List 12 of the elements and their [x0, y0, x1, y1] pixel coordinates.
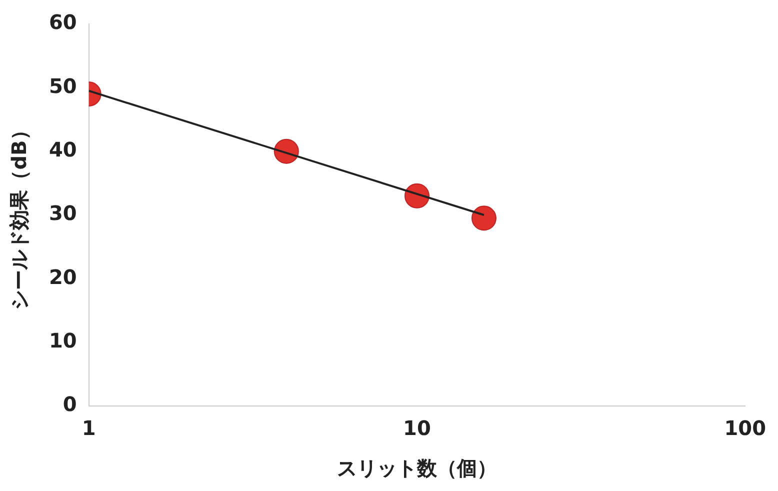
x-tick-label: 1: [82, 416, 96, 440]
x-tick-label: 100: [724, 416, 766, 440]
y-tick-label: 20: [48, 264, 77, 289]
y-tick-label: 10: [48, 328, 77, 353]
y-tick-label: 50: [48, 74, 77, 98]
y-tick-label: 60: [48, 10, 77, 34]
y-tick-label: 0: [62, 392, 77, 416]
x-axis-title: スリット数（個）: [336, 456, 497, 480]
y-tick-label: 40: [48, 138, 77, 162]
y-axis-title: シールド効果（dB）: [7, 120, 32, 310]
x-tick-label: 10: [403, 416, 431, 440]
y-tick-label: 30: [48, 201, 77, 226]
